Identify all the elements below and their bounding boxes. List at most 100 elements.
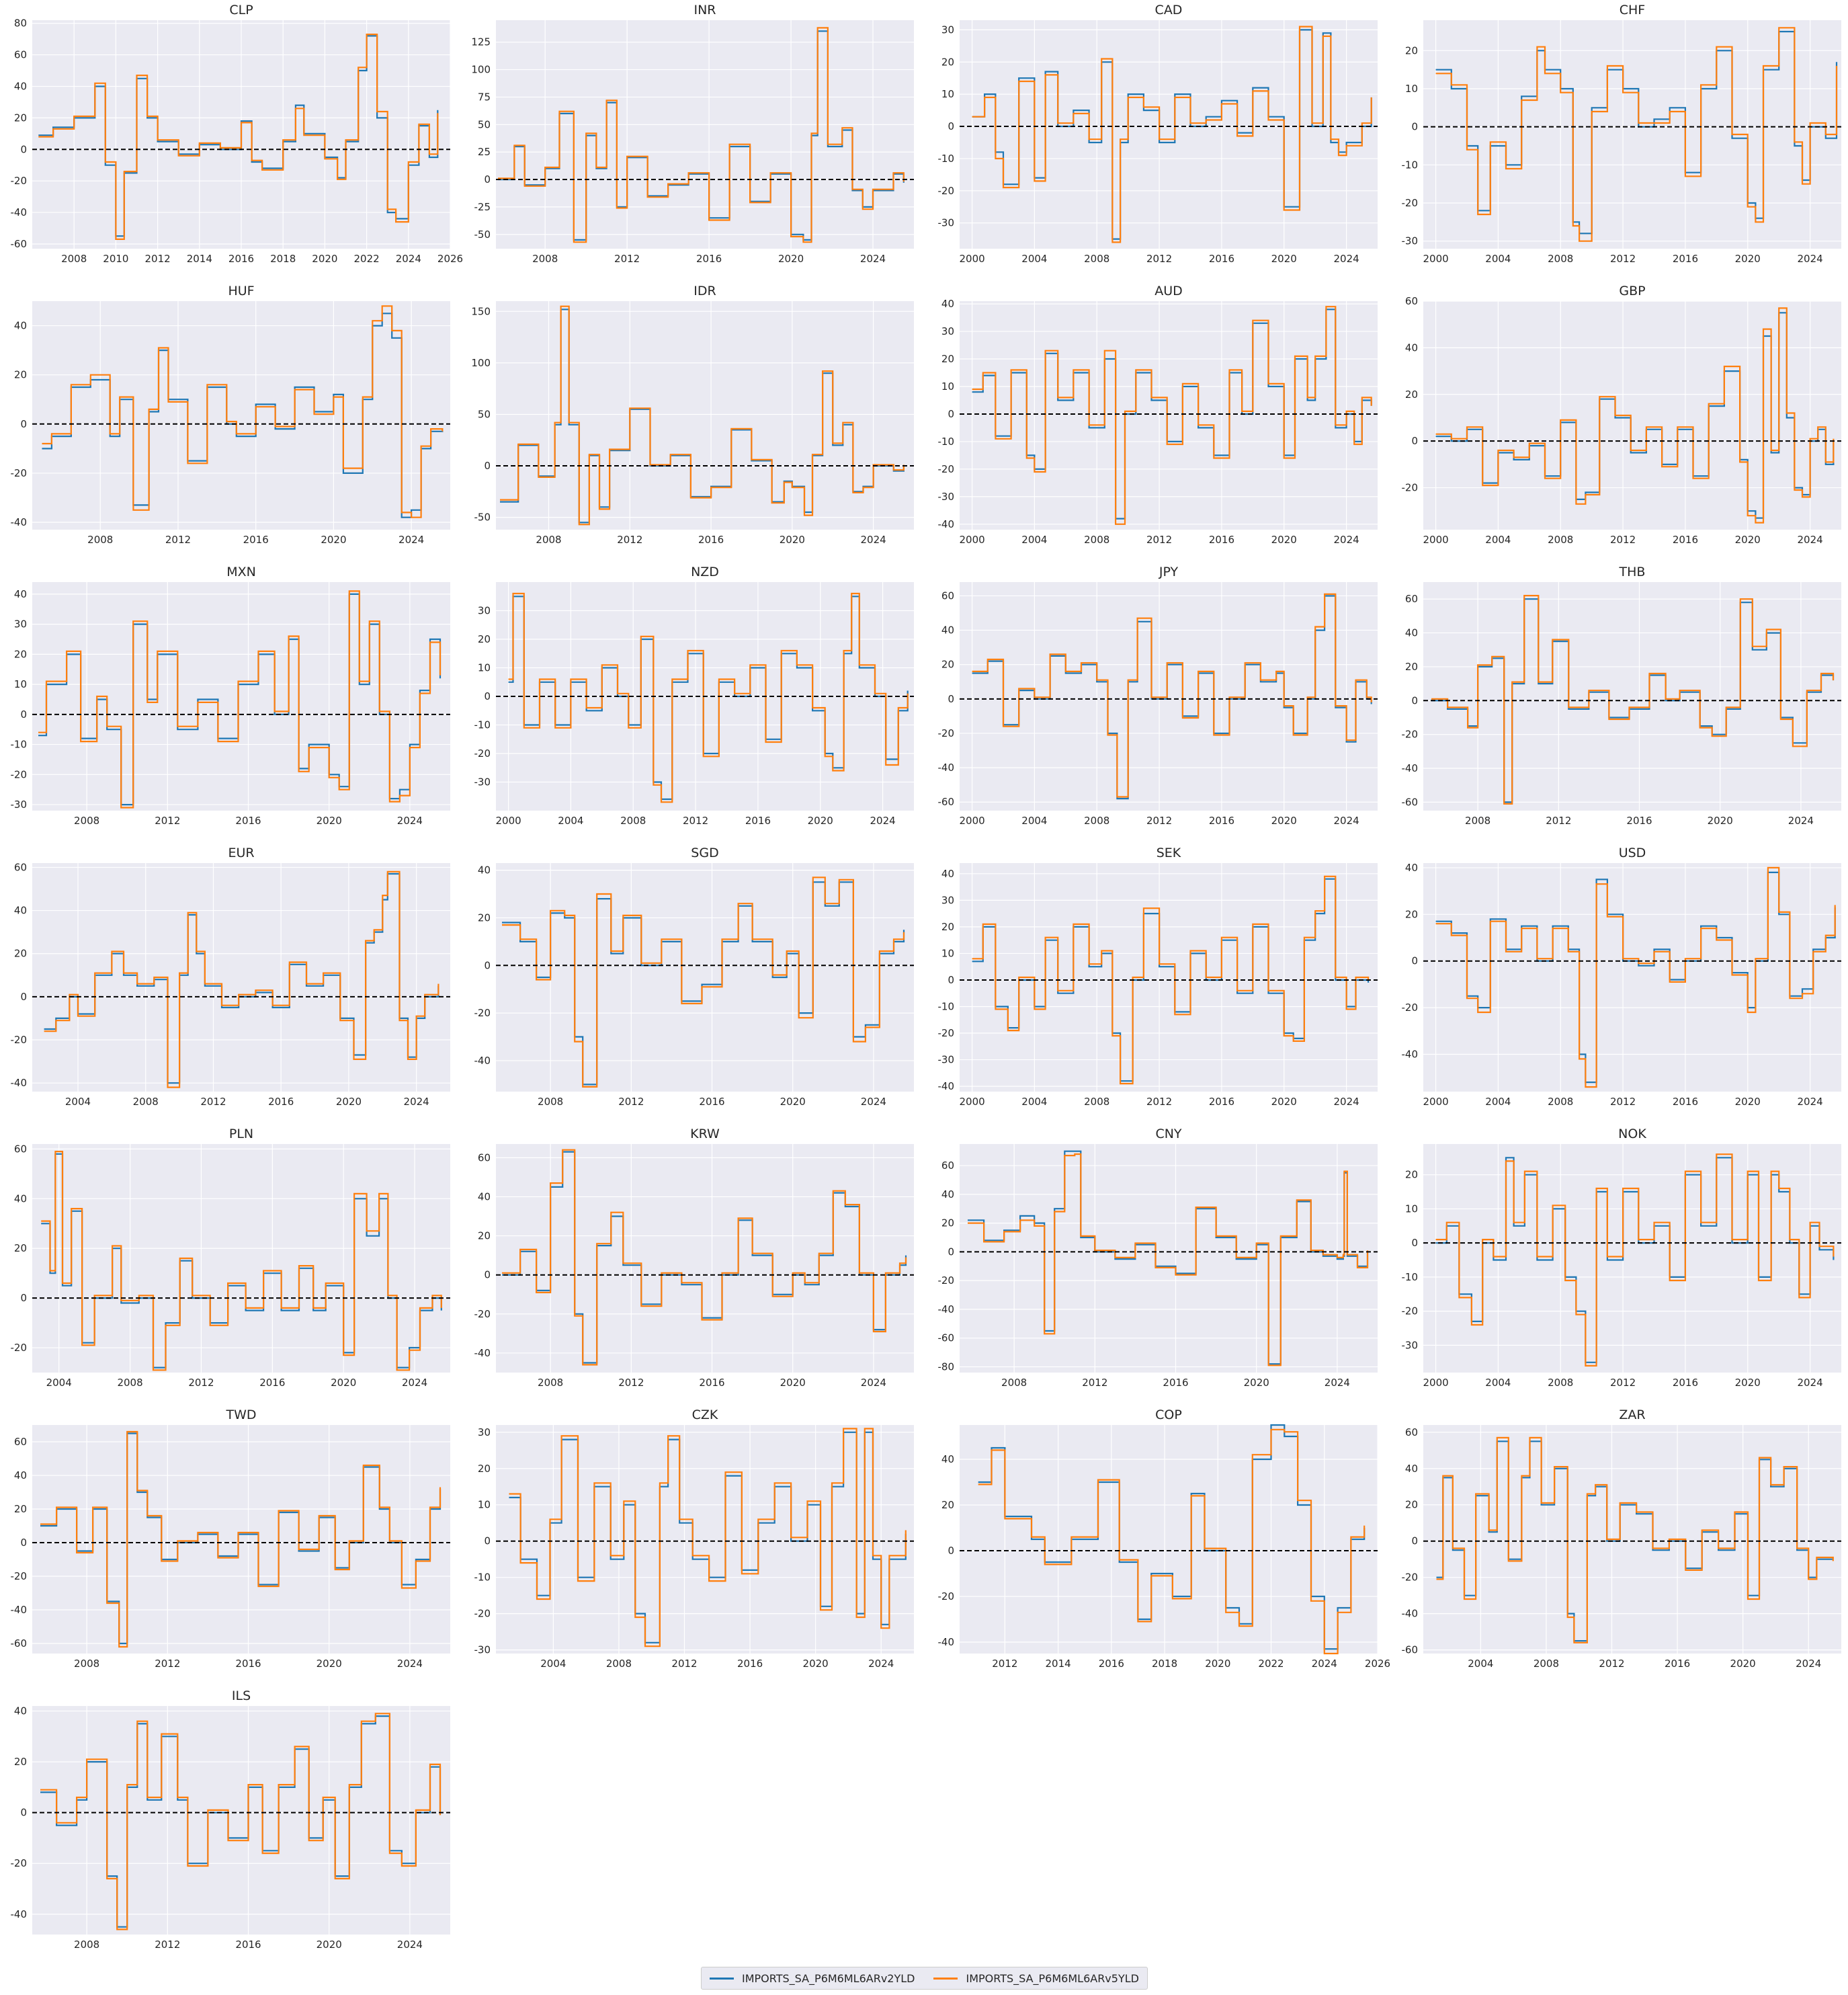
x-tick-label: 2016 (1209, 534, 1234, 546)
y-tick-label: 60 (14, 1436, 27, 1448)
plot-background (32, 863, 450, 1092)
x-tick-label: 2024 (861, 534, 886, 546)
chart-panel-cny: CNY 2008 2012 2016 2020 2024 -80 -60 -40 -20 0 20 40… (927, 1124, 1386, 1395)
x-tick-label: 2024 (1333, 534, 1359, 546)
x-tick-label: 2020 (1708, 815, 1733, 827)
y-tick-label: 0 (484, 1269, 491, 1281)
y-tick-label: 20 (14, 1756, 27, 1768)
x-tick-label: 2008 (1548, 1096, 1573, 1108)
y-tick-label: 20 (941, 1499, 954, 1511)
x-tick-label: 2026 (1365, 1658, 1390, 1670)
x-tick-label: 2004 (1468, 1658, 1493, 1670)
chart-panel-nzd: NZD 2000 2004 2008 2012 2016 2020 2024 -30 -20 -10… (464, 562, 922, 833)
series-line-v5 (41, 1151, 442, 1371)
chart-title: EUR (228, 846, 254, 860)
plot-area: INR 2008 2012 2016 2020 2024 -50 -25 0 25 50 75 100 1… (471, 3, 914, 265)
y-tick-label: -50 (474, 229, 491, 241)
y-tick-label: 20 (14, 369, 27, 381)
x-tick-label: 2000 (1423, 1377, 1448, 1389)
plot-area: PLN 2004 2008 2012 2016 2020 2024 -20 0 20 40 60 (11, 1127, 450, 1389)
y-tick-label: 20 (941, 921, 954, 933)
x-tick-label: 2024 (1333, 1096, 1359, 1108)
y-tick-label: 60 (941, 589, 954, 602)
y-tick-label: 0 (948, 1545, 954, 1557)
x-tick-label: 2016 (698, 534, 724, 546)
chart-svg-aud: AUD 2000 2004 2008 2012 2016 2020 2024 -40 -30 -20… (938, 284, 1378, 546)
chart-panel-aud: AUD 2000 2004 2008 2012 2016 2020 2024 -40 -30 -20… (927, 281, 1386, 553)
x-tick-label: 2022 (1258, 1658, 1284, 1670)
chart-title: JPY (1159, 565, 1179, 579)
x-tick-label: 2016 (1099, 1658, 1124, 1670)
x-tick-label: 2012 (992, 1658, 1017, 1670)
y-tick-label: 40 (1405, 862, 1418, 874)
chart-title: CHF (1620, 3, 1645, 17)
plot-area: ZAR 2004 2008 2012 2016 2020 2024 -60 -40 -20 0 20 4… (1402, 1408, 1841, 1670)
x-tick-label: 2012 (188, 1377, 214, 1389)
y-tick-label: 20 (478, 1463, 491, 1475)
series-line-v5 (498, 27, 905, 243)
y-tick-label: -50 (474, 512, 491, 524)
chart-panel-pln: PLN 2004 2008 2012 2016 2020 2024 -20 0 20 40 60 (0, 1124, 458, 1395)
plot-area: THB 2008 2012 2016 2020 2024 -60 -40 -20 0 20 40 60 (1402, 565, 1841, 827)
y-tick-label: -20 (11, 1857, 28, 1869)
chart-svg-sgd: SGD 2008 2012 2016 2020 2024 -40 -20 0 20 40 (474, 846, 914, 1108)
y-tick-label: -20 (938, 1027, 955, 1039)
x-tick-label: 2020 (1271, 1096, 1297, 1108)
x-tick-label: 2012 (155, 1658, 180, 1670)
x-tick-label: 2024 (404, 1096, 429, 1108)
chart-panel-thb: THB 2008 2012 2016 2020 2024 -60 -40 -20 0 20 40 60 (1391, 562, 1848, 833)
x-tick-label: 2008 (532, 253, 558, 265)
series-line-v5 (40, 1430, 442, 1648)
y-tick-label: 20 (478, 911, 491, 924)
legend-item-v2: IMPORTS_SA_P6M6ML6ARv2YLD (710, 1972, 915, 1985)
y-tick-label: 20 (14, 1242, 27, 1254)
x-tick-label: 2016 (1673, 1377, 1698, 1389)
plot-area: GBP 2000 2004 2008 2012 2016 2020 2024 -20 0 20 40 6… (1402, 284, 1841, 546)
x-tick-label: 2012 (683, 815, 708, 827)
series-line-v5 (972, 306, 1372, 525)
y-tick-label: -20 (1402, 482, 1419, 494)
x-tick-label: 2020 (317, 1658, 342, 1670)
x-tick-label: 2016 (1209, 815, 1234, 827)
plot-background (1423, 863, 1841, 1092)
y-tick-label: 30 (478, 605, 491, 617)
x-tick-label: 2020 (803, 1658, 829, 1670)
x-tick-label: 2024 (1797, 253, 1822, 265)
y-tick-label: 0 (1411, 435, 1418, 447)
x-tick-label: 2016 (243, 534, 269, 546)
chart-title: USD (1619, 846, 1646, 860)
y-tick-label: 40 (14, 1192, 27, 1205)
y-tick-label: 30 (941, 24, 954, 36)
x-tick-label: 2016 (1209, 1096, 1234, 1108)
y-tick-label: -20 (474, 1608, 491, 1620)
y-tick-label: 125 (471, 36, 491, 48)
y-tick-label: -20 (474, 747, 491, 760)
y-tick-label: -20 (474, 1007, 491, 1019)
plot-area: TWD 2008 2012 2016 2020 2024 -60 -40 -20 0 20 40 60 (11, 1408, 450, 1670)
y-tick-label: 20 (941, 659, 954, 671)
legend: IMPORTS_SA_P6M6ML6ARv2YLD IMPORTS_SA_P6M… (701, 1967, 1148, 1990)
x-tick-label: 2012 (1146, 253, 1172, 265)
y-tick-label: -40 (1402, 1608, 1419, 1620)
y-tick-label: -20 (11, 1342, 28, 1354)
legend-label-v2: IMPORTS_SA_P6M6ML6ARv2YLD (742, 1971, 915, 1985)
chart-panel-krw: KRW 2008 2012 2016 2020 2024 -40 -20 0 20 40 60 (464, 1124, 922, 1395)
x-tick-label: 2026 (437, 253, 463, 265)
chart-panel-sgd: SGD 2008 2012 2016 2020 2024 -40 -20 0 20 40 (464, 843, 922, 1114)
plot-background (960, 1144, 1378, 1373)
x-tick-label: 2016 (696, 253, 722, 265)
y-tick-label: 40 (941, 1188, 954, 1200)
y-tick-label: 0 (20, 418, 27, 430)
y-tick-label: 20 (14, 1503, 27, 1515)
x-tick-label: 2020 (1205, 1658, 1230, 1670)
y-tick-label: 40 (941, 624, 954, 637)
x-tick-label: 2024 (397, 1658, 423, 1670)
plot-area: ILS 2008 2012 2016 2020 2024 -40 -20 0 20 40 (11, 1688, 450, 1951)
chart-title: CLP (229, 3, 253, 17)
x-tick-label: 2016 (235, 1939, 261, 1951)
x-tick-label: 2012 (671, 1658, 697, 1670)
y-tick-label: 10 (941, 380, 954, 393)
y-tick-label: 25 (478, 146, 491, 158)
y-tick-label: -30 (474, 1644, 491, 1656)
chart-panel-czk: CZK 2004 2008 2012 2016 2020 2024 -30 -20 -10 0 10 2… (464, 1405, 922, 1676)
